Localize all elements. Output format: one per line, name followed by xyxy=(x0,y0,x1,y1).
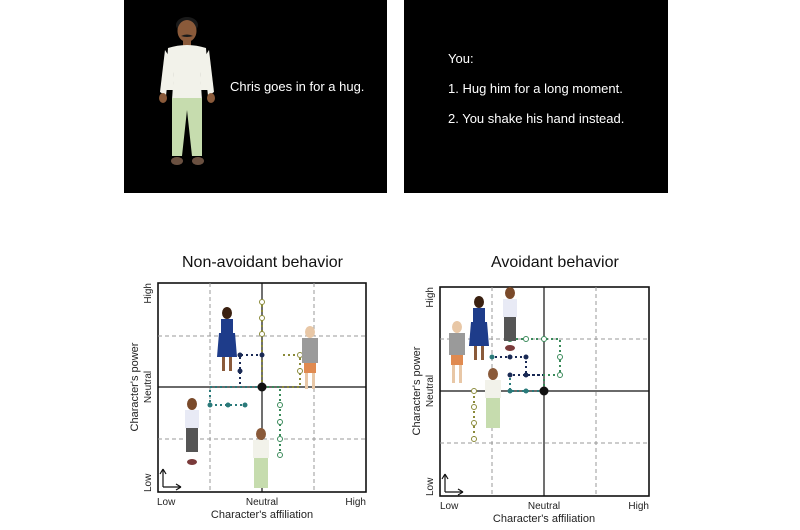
x-tick-neutral: Neutral xyxy=(528,501,560,512)
chart-title-avoidant: Avoidant behavior xyxy=(491,254,619,271)
y-tick-neutral: Neutral xyxy=(143,371,154,403)
figure-woman-grey-pants xyxy=(503,287,517,351)
chart-avoidant: Low Neutral High Character's affiliation… xyxy=(411,286,650,525)
figure-chris-small xyxy=(485,368,501,428)
chart-title-non-avoidant: Non-avoidant behavior xyxy=(182,254,343,271)
path-right-olive xyxy=(262,354,301,388)
path-markers xyxy=(207,299,303,458)
character-action-text: Chris goes in for a hug. xyxy=(230,79,365,94)
path-green xyxy=(510,338,561,391)
path-teal xyxy=(509,375,544,392)
path-dark-2 xyxy=(492,356,544,376)
y-tick-high: High xyxy=(143,283,154,304)
choice-option-2[interactable]: 2. You shake his hand instead. xyxy=(448,111,625,126)
y-tick-low: Low xyxy=(143,473,154,492)
figure-man-grey-shirt xyxy=(302,326,318,389)
path-dark-1 xyxy=(510,374,545,391)
x-tick-low: Low xyxy=(157,497,176,508)
scenario-panel-choices: You: 1. Hug him for a long moment. 2. Yo… xyxy=(404,0,668,193)
axes-arrows-icon xyxy=(159,468,182,491)
path-down-green xyxy=(262,386,281,455)
x-axis-label: Character's affiliation xyxy=(211,509,313,521)
y-axis-label: Character's power xyxy=(411,346,423,435)
origin-marker xyxy=(257,382,267,392)
x-tick-low: Low xyxy=(440,501,459,512)
choice-option-1[interactable]: 1. Hug him for a long moment. xyxy=(448,81,623,96)
y-tick-low: Low xyxy=(425,477,436,496)
x-tick-high: High xyxy=(345,497,366,508)
scenario-panel-character: Chris goes in for a hug. xyxy=(124,0,387,193)
y-tick-neutral: Neutral xyxy=(425,375,436,407)
x-tick-high: High xyxy=(628,501,649,512)
x-tick-neutral: Neutral xyxy=(246,497,278,508)
x-axis-label: Character's affiliation xyxy=(493,513,595,525)
origin-marker xyxy=(539,386,549,396)
chart-non-avoidant: Low Neutral High Character's affiliation… xyxy=(129,282,367,521)
figure-woman-blue-dress xyxy=(217,307,237,371)
axes-arrows-icon xyxy=(441,473,464,496)
figure-woman-blue-dress xyxy=(469,296,489,360)
chris-figure xyxy=(159,17,215,165)
figure-man-grey-shirt xyxy=(449,321,465,383)
y-axis-label: Character's power xyxy=(129,342,141,431)
y-tick-high: High xyxy=(425,287,436,308)
figure-chris-small xyxy=(253,428,269,488)
choice-prompt: You: xyxy=(448,51,474,66)
path-dark xyxy=(239,354,262,388)
path-teal xyxy=(209,386,262,406)
figure-woman-grey-pants xyxy=(185,398,199,465)
